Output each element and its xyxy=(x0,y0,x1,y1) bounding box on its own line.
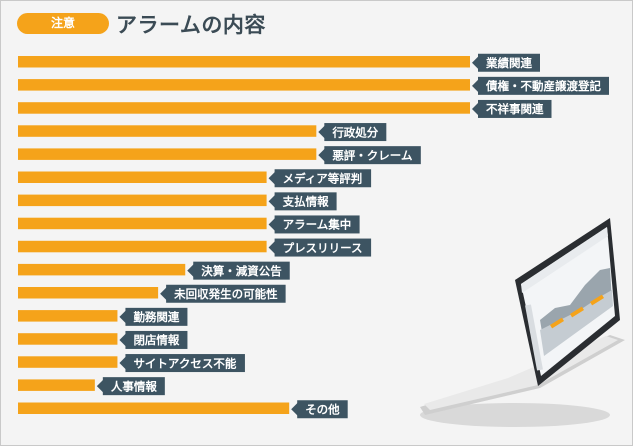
bar-6 xyxy=(18,194,267,207)
bar-9 xyxy=(18,263,186,276)
chart-title: アラームの内容 xyxy=(116,13,266,37)
category-label-2: 不祥事関連 xyxy=(472,99,552,118)
category-label-text: プレスリリース xyxy=(283,241,363,255)
bar-1 xyxy=(18,79,470,91)
category-label-text: 不祥事関連 xyxy=(486,102,544,116)
category-label-5: メディア等評判 xyxy=(268,169,372,188)
category-label-8: プレスリリース xyxy=(268,238,372,257)
bar-7 xyxy=(18,217,267,230)
category-label-text: 決算・減資公告 xyxy=(201,264,282,278)
category-label-4: 悪評・クレーム xyxy=(318,146,421,165)
category-label-text: 閉店情報 xyxy=(133,333,179,347)
category-label-7: アラーム集中 xyxy=(268,215,360,234)
caution-badge: 注意 xyxy=(17,13,109,34)
bar-5 xyxy=(18,171,267,183)
category-label-text: 行政処分 xyxy=(331,125,378,139)
category-label-text: その他 xyxy=(305,402,340,416)
bar-0 xyxy=(18,56,470,68)
laptop-illustration xyxy=(420,218,625,427)
bar-4 xyxy=(18,148,317,160)
category-label-text: メディア等評判 xyxy=(283,171,363,185)
bar-10 xyxy=(18,287,159,299)
bar-11 xyxy=(18,310,118,322)
category-label-text: 人事情報 xyxy=(111,379,157,393)
bar-13 xyxy=(18,356,118,368)
category-label-9: 決算・減資公告 xyxy=(187,261,290,280)
category-label-text: 悪評・クレーム xyxy=(332,148,413,162)
bar-8 xyxy=(18,240,267,253)
category-label-0: 業績関連 xyxy=(472,53,540,72)
category-label-1: 債権・不動産譲渡登記 xyxy=(472,76,609,95)
bar-14 xyxy=(18,379,95,391)
category-label-text: アラーム集中 xyxy=(283,218,352,232)
category-label-14: 人事情報 xyxy=(96,377,165,396)
bar-3 xyxy=(18,125,317,137)
category-label-text: 業績関連 xyxy=(485,56,532,70)
category-label-6: 支払情報 xyxy=(268,192,337,211)
category-label-15: その他 xyxy=(291,400,348,419)
bar-2 xyxy=(18,102,470,114)
bar-12 xyxy=(18,333,118,345)
category-label-12: 閉店情報 xyxy=(119,330,188,349)
category-label-text: サイトアクセス不能 xyxy=(133,356,236,370)
bar-15 xyxy=(18,402,290,414)
category-label-text: 支払情報 xyxy=(282,195,329,209)
category-label-10: 未回収発生の可能性 xyxy=(160,284,286,303)
category-label-text: 債権・不動産譲渡登記 xyxy=(485,79,601,93)
category-label-text: 未回収発生の可能性 xyxy=(173,287,278,301)
category-label-3: 行政処分 xyxy=(318,123,387,142)
category-label-text: 勤務関連 xyxy=(133,310,179,324)
category-label-11: 勤務関連 xyxy=(119,307,188,326)
category-label-13: サイトアクセス不能 xyxy=(119,354,245,373)
